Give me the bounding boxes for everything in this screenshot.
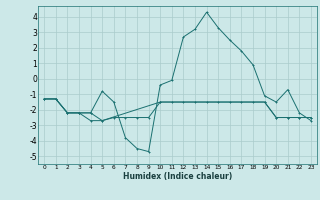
X-axis label: Humidex (Indice chaleur): Humidex (Indice chaleur) bbox=[123, 172, 232, 181]
